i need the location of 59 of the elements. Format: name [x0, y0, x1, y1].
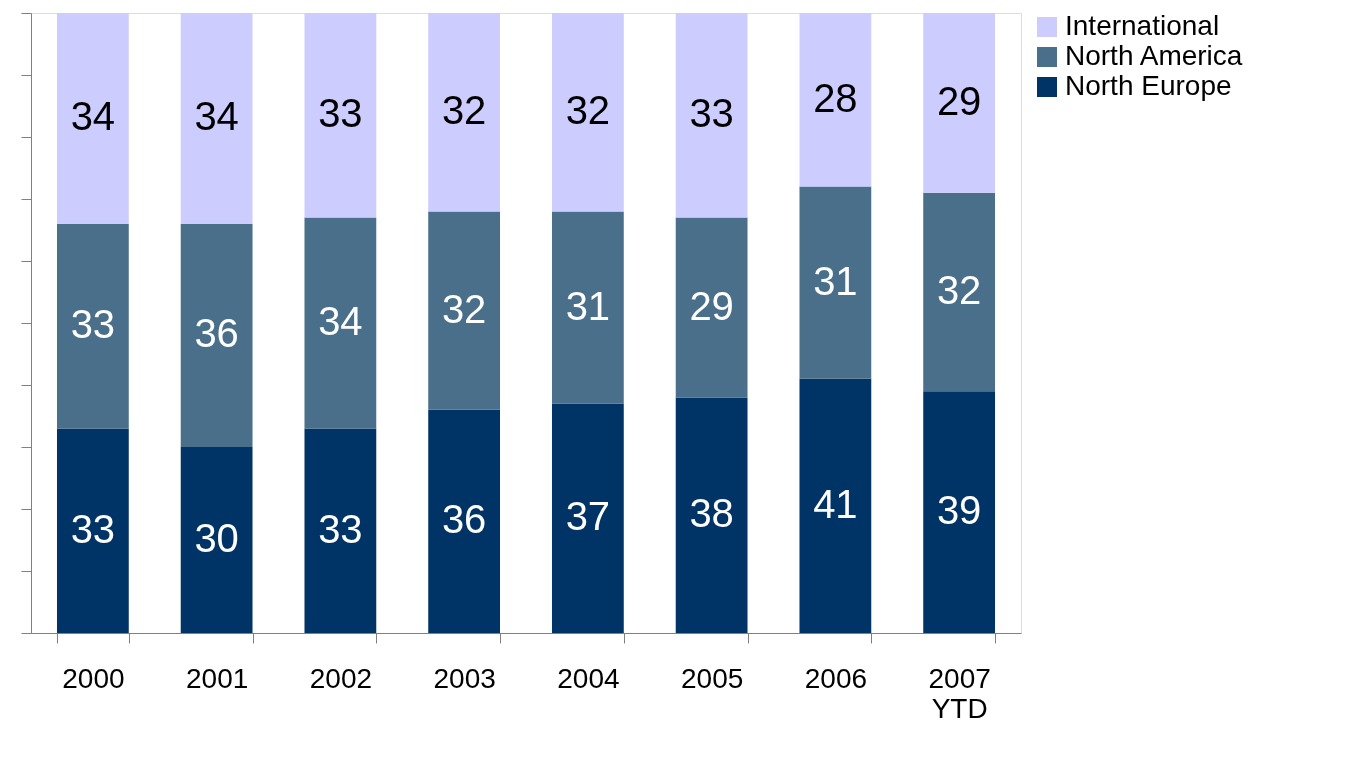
x-tick-label: 2005 [680, 662, 744, 694]
data-label: 36 [441, 497, 487, 542]
x-tick-label: 2000 [62, 662, 125, 694]
bar [923, 13, 996, 193]
bar [675, 13, 748, 218]
data-label: 32 [441, 286, 487, 331]
bar [923, 192, 996, 392]
bar [799, 13, 872, 187]
bar [675, 397, 748, 633]
data-label: 32 [936, 268, 982, 312]
data-label: 32 [565, 88, 611, 133]
data-label: 34 [70, 94, 116, 139]
bar [180, 223, 253, 447]
x-tick-label: 2007 YTD [928, 662, 991, 724]
legend-label: North America [1065, 40, 1243, 71]
data-label: 29 [689, 283, 734, 328]
bar [551, 211, 624, 404]
bar [304, 428, 377, 633]
data-label: 33 [318, 91, 363, 136]
data-label: 41 [813, 481, 858, 526]
bar [304, 13, 377, 218]
x-tick-label: 2006 [804, 662, 868, 694]
bar [799, 378, 872, 633]
data-label: 34 [318, 299, 363, 343]
data-label: 30 [194, 516, 239, 560]
bar [923, 391, 996, 633]
data-label: 32 [441, 88, 487, 133]
data-label: 34 [194, 94, 239, 139]
x-tick-label: 2001 [185, 662, 249, 694]
data-label: 38 [689, 491, 734, 536]
bar [428, 13, 501, 212]
bar [428, 409, 501, 633]
legend-label: North Europe [1065, 70, 1232, 101]
data-label: 33 [689, 91, 734, 136]
data-label: 33 [70, 302, 116, 347]
data-label: 29 [936, 78, 982, 123]
bar [551, 13, 624, 212]
bar [551, 403, 624, 633]
bar [675, 217, 748, 398]
bar [180, 13, 253, 224]
data-label: 28 [813, 75, 858, 120]
data-label: 31 [813, 258, 858, 303]
data-label: 33 [318, 506, 363, 551]
x-tick-label: 2002 [309, 662, 373, 694]
data-label: 36 [194, 311, 239, 356]
bar [799, 186, 872, 379]
bar [180, 447, 253, 633]
bar [56, 428, 129, 633]
data-label: 37 [565, 494, 611, 539]
bar [428, 211, 501, 410]
data-label: 33 [70, 506, 116, 551]
bar [56, 13, 129, 224]
legend-label: International [1065, 10, 1220, 41]
data-label: 39 [936, 488, 982, 533]
data-label: 31 [565, 283, 611, 328]
bar [56, 223, 129, 429]
x-tick-label: 2003 [433, 662, 496, 694]
x-tick-label: 2004 [557, 662, 620, 694]
bar [304, 217, 377, 429]
